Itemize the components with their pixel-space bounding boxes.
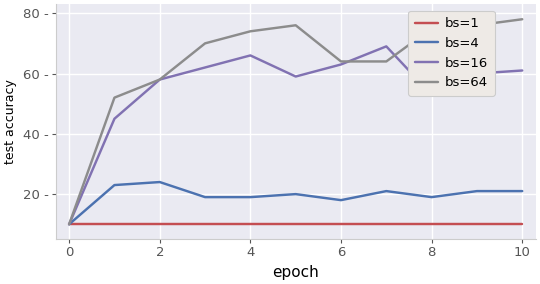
bs=64: [383, 60, 389, 63]
bs=16: [247, 54, 254, 57]
bs=4: [383, 189, 389, 193]
bs=4: [338, 199, 344, 202]
bs=4: [111, 183, 118, 187]
bs=1: [157, 223, 163, 226]
Y-axis label: test accuracy: test accuracy: [4, 79, 17, 164]
Line: bs=64: bs=64: [69, 19, 522, 224]
bs=16: [519, 69, 525, 72]
bs=4: [519, 189, 525, 193]
bs=1: [111, 223, 118, 226]
bs=4: [157, 180, 163, 184]
bs=16: [293, 75, 299, 78]
bs=64: [247, 30, 254, 33]
bs=16: [474, 72, 480, 75]
bs=4: [66, 223, 72, 226]
bs=1: [383, 223, 389, 226]
bs=16: [66, 223, 72, 226]
bs=4: [247, 195, 254, 199]
bs=1: [519, 223, 525, 226]
bs=64: [474, 24, 480, 27]
bs=1: [202, 223, 208, 226]
bs=64: [428, 27, 435, 30]
bs=16: [383, 45, 389, 48]
bs=16: [428, 93, 435, 96]
bs=16: [202, 66, 208, 69]
bs=64: [202, 42, 208, 45]
bs=4: [474, 189, 480, 193]
X-axis label: epoch: epoch: [272, 265, 319, 280]
bs=64: [66, 223, 72, 226]
bs=1: [247, 223, 254, 226]
bs=64: [293, 24, 299, 27]
bs=4: [202, 195, 208, 199]
bs=4: [428, 195, 435, 199]
bs=1: [428, 223, 435, 226]
Legend: bs=1, bs=4, bs=16, bs=64: bs=1, bs=4, bs=16, bs=64: [408, 11, 495, 96]
bs=4: [293, 192, 299, 196]
bs=1: [474, 223, 480, 226]
bs=64: [111, 96, 118, 99]
bs=64: [519, 18, 525, 21]
bs=16: [338, 63, 344, 66]
bs=64: [338, 60, 344, 63]
bs=64: [157, 78, 163, 81]
bs=16: [111, 117, 118, 120]
bs=1: [66, 223, 72, 226]
bs=1: [338, 223, 344, 226]
bs=16: [157, 78, 163, 81]
Line: bs=16: bs=16: [69, 46, 522, 224]
Line: bs=4: bs=4: [69, 182, 522, 224]
bs=1: [293, 223, 299, 226]
